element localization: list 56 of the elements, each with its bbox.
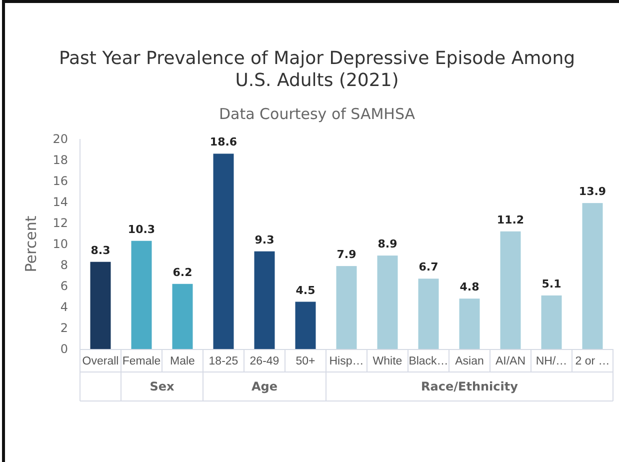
bar — [336, 266, 357, 349]
bar — [213, 154, 234, 349]
data-label: 9.3 — [254, 233, 274, 246]
x-tick-label: 2 or … — [575, 356, 610, 368]
data-label: 18.6 — [210, 136, 238, 149]
x-tick-label: 18-25 — [208, 356, 238, 368]
x-tick-label: AI/AN — [495, 356, 526, 368]
bar — [418, 278, 439, 349]
x-tick-label: Overall — [82, 356, 119, 368]
data-label: 8.3 — [90, 244, 110, 257]
data-label: 5.1 — [542, 277, 562, 290]
bar — [541, 295, 562, 349]
data-label: 4.8 — [460, 280, 480, 294]
bar — [459, 298, 480, 349]
x-tick-label: Male — [170, 356, 195, 368]
x-tick-label: Asian — [455, 356, 484, 368]
y-tick-label: 6 — [60, 279, 68, 294]
y-tick-label: 2 — [60, 321, 68, 336]
y-tick-label: 16 — [52, 174, 68, 188]
bar — [90, 262, 111, 349]
data-label: 10.3 — [128, 222, 156, 236]
data-label: 13.9 — [578, 185, 606, 198]
y-tick-label: 14 — [52, 195, 68, 210]
x-tick-label: White — [372, 356, 402, 368]
data-label: 6.7 — [418, 260, 438, 274]
x-tick-label: 50+ — [296, 356, 316, 368]
y-tick-label: 18 — [52, 153, 68, 168]
data-label: 6.2 — [172, 266, 192, 279]
data-label: 4.5 — [296, 284, 316, 297]
data-label: 11.2 — [496, 213, 524, 226]
x-tick-label: Female — [122, 356, 161, 368]
x-tick-label: Black… — [408, 356, 448, 368]
chart-subtitle: Data Courtesy of SAMHSA — [218, 105, 416, 123]
chart-title: Past Year Prevalence of Major Depressive Episode Among U.S. Adults (2021) — [58, 48, 576, 91]
data-label: 8.9 — [378, 238, 398, 251]
y-tick-label: 10 — [52, 237, 68, 252]
text: Race/Ethnicity — [421, 380, 518, 394]
text: Age — [251, 380, 278, 394]
y-tick-label: 8 — [60, 258, 68, 272]
x-tick-label: NH/… — [536, 356, 568, 368]
y-tick-label: 20 — [52, 132, 68, 146]
bar — [172, 284, 193, 349]
bar — [254, 251, 275, 349]
bar — [295, 302, 316, 349]
x-tick-label: Hisp… — [329, 356, 364, 368]
data-label: 7.9 — [336, 248, 356, 262]
bar — [582, 203, 603, 349]
text: Sex — [150, 380, 175, 394]
y-tick-label: 4 — [60, 300, 68, 314]
bar — [377, 256, 398, 349]
y-tick-label: 0 — [60, 342, 68, 356]
bar — [131, 240, 152, 349]
x-tick-label: 26-49 — [250, 356, 280, 368]
y-axis-title: Percent — [22, 216, 40, 272]
y-tick-label: 12 — [52, 216, 68, 230]
bar — [500, 231, 521, 349]
